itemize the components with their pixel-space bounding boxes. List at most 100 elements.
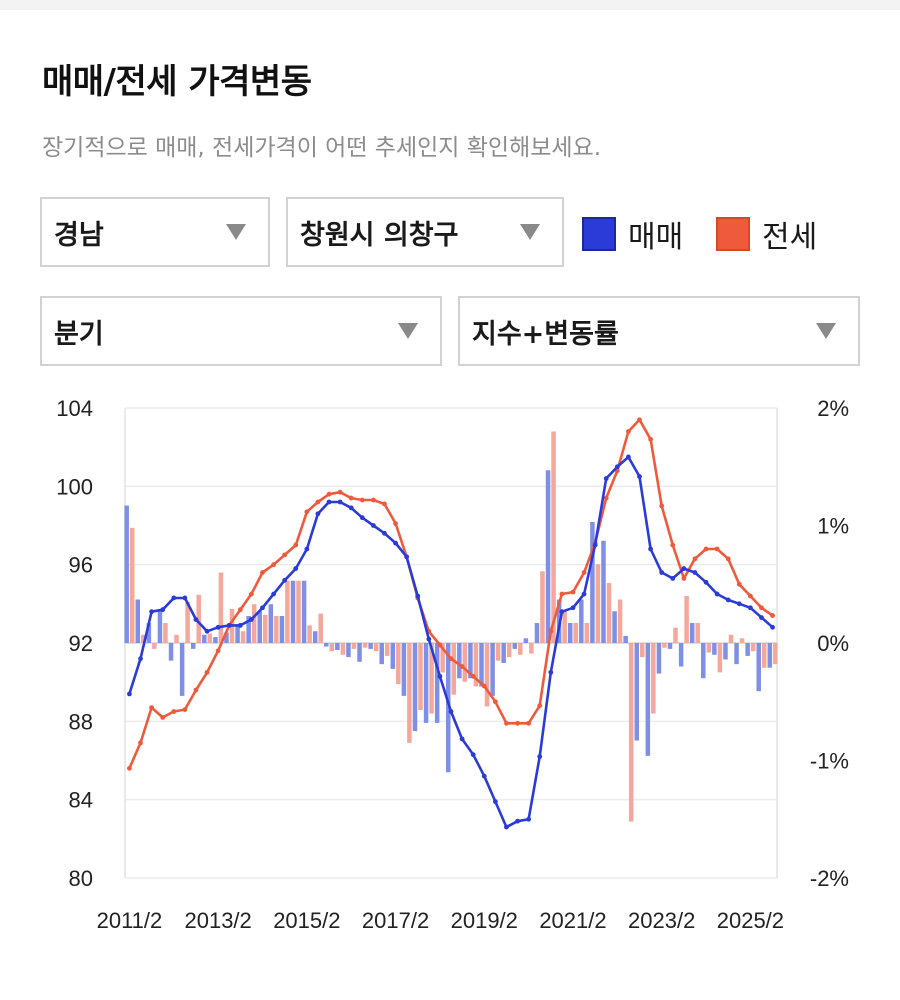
sale-index-point bbox=[226, 622, 232, 628]
jeonse-change-bar bbox=[251, 604, 257, 643]
jeonse-index-point bbox=[747, 593, 753, 599]
sale-change-bar bbox=[246, 615, 251, 643]
region-select-value: 경남 bbox=[54, 219, 104, 251]
sale-change-bar bbox=[623, 635, 628, 643]
jeonse-index-point bbox=[160, 715, 166, 720]
sale-index-point bbox=[171, 595, 177, 601]
region-select[interactable]: 경남 bbox=[40, 197, 270, 267]
jeonse-index-point bbox=[282, 552, 288, 558]
sale-index-point bbox=[747, 605, 753, 611]
jeonse-index-point bbox=[193, 687, 199, 693]
sale-change-bar bbox=[756, 643, 761, 692]
sale-index-point bbox=[648, 546, 653, 552]
district-select-value: 창원시 의창구 bbox=[300, 219, 459, 251]
chevron-down-icon bbox=[226, 224, 246, 240]
sale-index-point bbox=[592, 542, 598, 548]
sale-change-bar bbox=[501, 643, 506, 663]
jeonse-index-point bbox=[437, 642, 443, 648]
jeonse-change-bar bbox=[207, 633, 213, 643]
jeonse-change-bar bbox=[739, 638, 745, 643]
sale-change-bar bbox=[168, 643, 174, 661]
jeonse-index-point bbox=[149, 705, 155, 711]
jeonse-index-point bbox=[736, 581, 742, 587]
sale-index-point bbox=[459, 736, 465, 742]
y-left-tick-label: 80 bbox=[69, 866, 93, 891]
jeonse-index-point bbox=[470, 673, 476, 679]
sale-index-point bbox=[736, 601, 742, 607]
sale-change-bar bbox=[401, 643, 407, 696]
sale-change-bar bbox=[346, 643, 351, 658]
sale-change-bar bbox=[301, 580, 307, 643]
sale-change-bar bbox=[335, 643, 340, 651]
sale-change-bar bbox=[701, 643, 706, 679]
district-select[interactable]: 창원시 의창구 bbox=[286, 197, 564, 267]
jeonse-change-bar bbox=[573, 623, 578, 643]
sale-index-point bbox=[138, 656, 143, 662]
sale-change-bar bbox=[634, 643, 640, 741]
sale-change-bar bbox=[135, 599, 141, 643]
jeonse-index-point bbox=[759, 605, 764, 611]
jeonse-change-bar bbox=[628, 643, 634, 822]
sale-index-point bbox=[359, 515, 365, 521]
sale-index-point bbox=[370, 523, 376, 528]
sale-change-bar bbox=[213, 637, 218, 643]
jeonse-change-bar bbox=[695, 623, 700, 643]
sale-index-point bbox=[681, 566, 687, 571]
sale-index-point bbox=[581, 591, 587, 597]
sale-change-bar bbox=[434, 643, 440, 723]
sale-index-point bbox=[470, 752, 476, 758]
jeonse-index-point bbox=[548, 628, 554, 634]
metric-select[interactable]: 지수+변동률 bbox=[458, 296, 860, 366]
sale-index-point bbox=[304, 546, 310, 552]
jeonse-change-bar bbox=[440, 643, 445, 673]
jeonse-change-bar bbox=[717, 643, 723, 673]
jeonse-index-point bbox=[581, 570, 587, 575]
price-change-chart: 104 100 96 92 88 84 80 2% 1% 0% -1% -2% 2011/2 2013/2… bbox=[56, 396, 849, 933]
legend-jeonse[interactable]: 전세 bbox=[716, 212, 817, 256]
y-left-tick-label: 84 bbox=[69, 788, 93, 813]
jeonse-index-point bbox=[537, 703, 543, 709]
sale-index-point bbox=[526, 816, 532, 822]
sale-index-point bbox=[326, 499, 332, 505]
jeonse-index-point bbox=[293, 542, 299, 548]
jeonse-change-bar bbox=[484, 643, 490, 707]
jeonse-index-point bbox=[626, 429, 631, 434]
jeonse-change-bar bbox=[163, 623, 168, 643]
jeonse-index-point bbox=[337, 489, 343, 495]
jeonse-change-bar bbox=[429, 643, 434, 714]
jeonse-index-point bbox=[603, 495, 609, 501]
jeonse-index-point bbox=[504, 720, 509, 726]
x-tick-label: 2023/2 bbox=[628, 908, 695, 933]
period-select[interactable]: 분기 bbox=[40, 296, 442, 366]
x-tick-label: 2017/2 bbox=[362, 908, 429, 933]
sale-index-point bbox=[692, 570, 698, 575]
sale-change-bar bbox=[268, 604, 274, 643]
sale-change-bar bbox=[512, 643, 518, 649]
sale-index-point bbox=[659, 570, 665, 575]
sale-index-point bbox=[237, 622, 243, 628]
legend-sale[interactable]: 매매 bbox=[582, 212, 683, 256]
sale-change-bar bbox=[446, 643, 451, 773]
sale-change-bar bbox=[124, 505, 129, 643]
jeonse-index-point bbox=[271, 562, 276, 568]
jeonse-change-bar bbox=[728, 634, 734, 643]
sale-change-bar bbox=[357, 643, 362, 662]
sale-index-point bbox=[703, 579, 709, 585]
jeonse-index-point bbox=[725, 556, 731, 562]
sale-index-point bbox=[548, 669, 554, 675]
sale-index-point bbox=[215, 624, 221, 630]
sale-change-bar bbox=[601, 540, 606, 643]
y-right-tick-label: -2% bbox=[810, 866, 849, 891]
jeonse-index-point bbox=[570, 589, 576, 595]
sale-change-bar bbox=[368, 643, 373, 649]
sale-index-point bbox=[127, 691, 132, 697]
sale-index-point bbox=[415, 593, 421, 599]
sale-change-bar bbox=[279, 615, 285, 643]
sale-change-bar bbox=[689, 623, 695, 643]
jeonse-index-point bbox=[348, 495, 354, 501]
jeonse-change-bar bbox=[362, 643, 368, 648]
jeonse-change-bar bbox=[240, 631, 246, 643]
sale-index-point bbox=[426, 636, 432, 642]
jeonse-change-bar bbox=[506, 643, 512, 658]
jeonse-change-bar bbox=[384, 643, 390, 656]
